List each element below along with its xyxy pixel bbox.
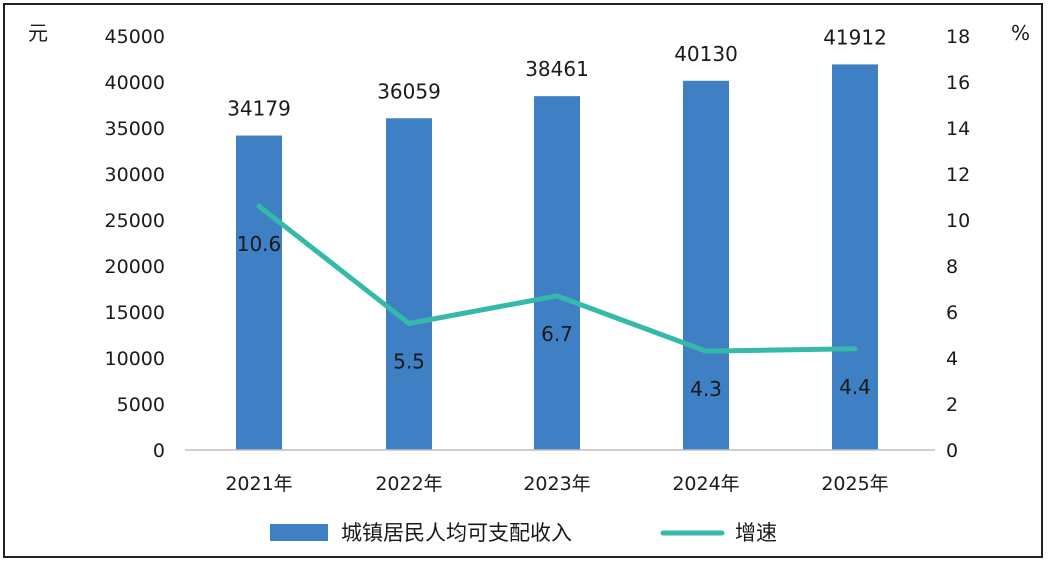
y-right-tick: 16 [946,72,970,94]
bar [832,64,878,450]
x-axis-label: 2024年 [672,473,739,495]
growth-line [256,203,858,354]
growth-value-label: 5.5 [393,350,425,374]
bar-value-labels: 34179 36059 38461 40130 41912 [227,25,887,120]
y-right-tick: 4 [946,348,958,370]
x-axis-label: 2021年 [225,473,292,495]
bar-value-label: 40130 [674,42,738,66]
y-right-tick: 0 [946,440,958,462]
y-right-tick: 6 [946,302,958,324]
x-axis-labels: 2021年 2022年 2023年 2024年 2025年 [225,473,888,495]
y-left-tick: 10000 [105,348,165,370]
legend-bar-label: 城镇居民人均可支配收入 [341,521,572,545]
bar [236,135,282,450]
growth-value-labels: 10.6 5.5 6.7 4.3 4.4 [237,232,871,401]
bar-value-label: 41912 [823,25,887,49]
y-right-tick: 2 [946,394,958,416]
bar-value-label: 38461 [525,57,589,81]
growth-value-label: 10.6 [237,232,282,256]
y-left-tick: 30000 [105,164,165,186]
bar-value-label: 34179 [227,97,291,121]
bar-value-label: 36059 [377,79,441,103]
y-left-tick: 15000 [105,302,165,324]
y-right-tick: 14 [946,118,970,140]
y-left-unit: 元 [28,21,48,45]
y-left-tick: 40000 [105,72,165,94]
y-left-tick: 35000 [105,118,165,140]
legend: 城镇居民人均可支配收入 增速 [270,521,777,545]
y-right-tick: 8 [946,256,958,278]
legend-bar-swatch [270,524,328,541]
y-left-tick: 20000 [105,256,165,278]
y-right-tick: 12 [946,164,970,186]
y-left-ticks: 45000 40000 35000 30000 25000 20000 1500… [105,26,165,462]
y-left-tick: 0 [153,440,165,462]
bar [683,80,729,450]
growth-value-label: 6.7 [541,322,573,346]
x-axis-label: 2025年 [821,473,888,495]
y-right-tick: 18 [946,26,970,48]
growth-value-label: 4.3 [690,377,722,401]
y-left-tick: 5000 [117,394,165,416]
legend-line-label: 增速 [735,521,777,545]
growth-value-label: 4.4 [839,375,871,399]
bar [534,96,580,450]
y-right-unit: % [1011,21,1030,45]
x-axis-label: 2023年 [523,473,590,495]
y-right-tick: 10 [946,210,970,232]
y-left-tick: 25000 [105,210,165,232]
y-left-tick: 45000 [105,26,165,48]
bar-group [236,64,878,450]
bar [386,118,432,450]
x-axis-label: 2022年 [375,473,442,495]
y-right-ticks: 18 16 14 12 10 8 6 4 2 0 [946,26,970,462]
